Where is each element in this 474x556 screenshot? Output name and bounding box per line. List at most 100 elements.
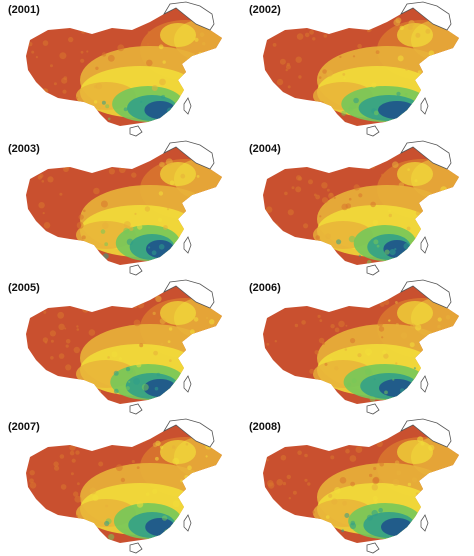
precip-field <box>263 286 459 404</box>
texture-dot <box>133 304 138 309</box>
texture-dot <box>71 534 76 539</box>
texture-dot <box>169 180 175 185</box>
texture-dot <box>268 505 276 512</box>
texture-dot <box>42 212 45 215</box>
texture-dot <box>214 69 218 73</box>
texture-dot <box>350 481 355 487</box>
texture-dot <box>333 196 336 199</box>
texture-dot <box>304 32 310 38</box>
texture-dot <box>146 59 153 67</box>
precip-field <box>26 147 222 265</box>
texture-dot <box>98 107 101 110</box>
texture-dot <box>152 311 156 315</box>
texture-dot <box>396 470 402 476</box>
texture-dot <box>213 368 221 376</box>
texture-dot <box>437 317 442 322</box>
texture-dot <box>104 520 110 527</box>
texture-dot <box>437 329 444 336</box>
texture-dot <box>50 356 54 360</box>
texture-dot <box>395 301 398 304</box>
texture-dot <box>383 353 389 359</box>
texture-dot <box>80 28 87 34</box>
texture-dot <box>374 438 379 444</box>
texture-dot <box>317 314 321 318</box>
texture-dot <box>153 350 159 356</box>
texture-dot <box>176 101 181 106</box>
texture-dot <box>137 224 143 230</box>
texture-dot <box>358 193 363 198</box>
texture-dot <box>105 104 110 109</box>
wettest-zone <box>378 101 416 119</box>
texture-dot <box>125 386 130 391</box>
texture-dot <box>440 186 448 193</box>
northeast-outline <box>399 140 452 170</box>
texture-dot <box>151 85 158 91</box>
texture-dot <box>443 238 447 242</box>
texture-dot <box>315 194 320 200</box>
texture-dot <box>304 478 308 482</box>
texture-dot <box>111 299 118 306</box>
texture-dot <box>43 310 47 314</box>
china-map <box>26 418 222 554</box>
texture-dot <box>384 390 388 395</box>
texture-dot <box>425 59 433 66</box>
texture-dot <box>399 398 406 404</box>
texture-dot <box>47 255 55 263</box>
texture-dot <box>98 390 102 394</box>
texture-dot <box>177 395 180 398</box>
taiwan-outline <box>420 236 429 254</box>
texture-dot <box>131 460 135 464</box>
texture-dot <box>60 484 67 490</box>
texture-dot <box>349 102 357 109</box>
texture-dot <box>199 203 202 206</box>
texture-dot <box>417 70 422 74</box>
texture-dot <box>417 365 422 370</box>
texture-dot <box>341 110 347 116</box>
texture-dot <box>326 70 333 77</box>
texture-dot <box>344 348 348 351</box>
texture-dot <box>205 316 209 319</box>
texture-dot <box>336 301 340 305</box>
texture-dot <box>428 444 435 451</box>
texture-dot <box>304 453 308 458</box>
texture-dot <box>41 301 46 306</box>
texture-dot <box>288 373 292 377</box>
texture-dot <box>108 168 115 175</box>
texture-dot <box>276 78 284 86</box>
texture-dot <box>433 112 440 119</box>
texture-dot <box>213 233 220 240</box>
texture-dot <box>369 162 376 169</box>
texture-dot <box>371 82 377 88</box>
texture-dot <box>318 114 321 118</box>
texture-dot <box>425 57 430 62</box>
texture-dot <box>63 251 68 257</box>
texture-dot <box>180 173 186 179</box>
texture-dot <box>61 240 67 246</box>
texture-dot <box>400 332 408 339</box>
texture-dot <box>107 356 110 359</box>
texture-dot <box>73 491 79 497</box>
texture-dot <box>366 514 373 521</box>
texture-dot <box>328 192 334 199</box>
texture-dot <box>65 255 69 259</box>
texture-dot <box>75 514 79 518</box>
texture-dot <box>379 461 384 467</box>
texture-dot <box>204 501 210 507</box>
texture-dot <box>318 76 322 79</box>
texture-dot <box>286 474 291 480</box>
texture-dot <box>196 114 201 119</box>
texture-dot <box>337 261 342 265</box>
texture-dot <box>376 244 380 248</box>
texture-dot <box>416 117 422 124</box>
texture-dot <box>343 77 346 80</box>
texture-dot <box>373 110 379 116</box>
texture-dot <box>104 242 109 247</box>
texture-dot <box>395 17 402 24</box>
texture-dot <box>49 330 57 337</box>
texture-dot <box>407 168 410 171</box>
texture-dot <box>382 350 387 355</box>
texture-dot <box>189 218 194 223</box>
texture-dot <box>171 398 174 402</box>
texture-dot <box>195 88 199 92</box>
texture-dot <box>53 524 58 530</box>
